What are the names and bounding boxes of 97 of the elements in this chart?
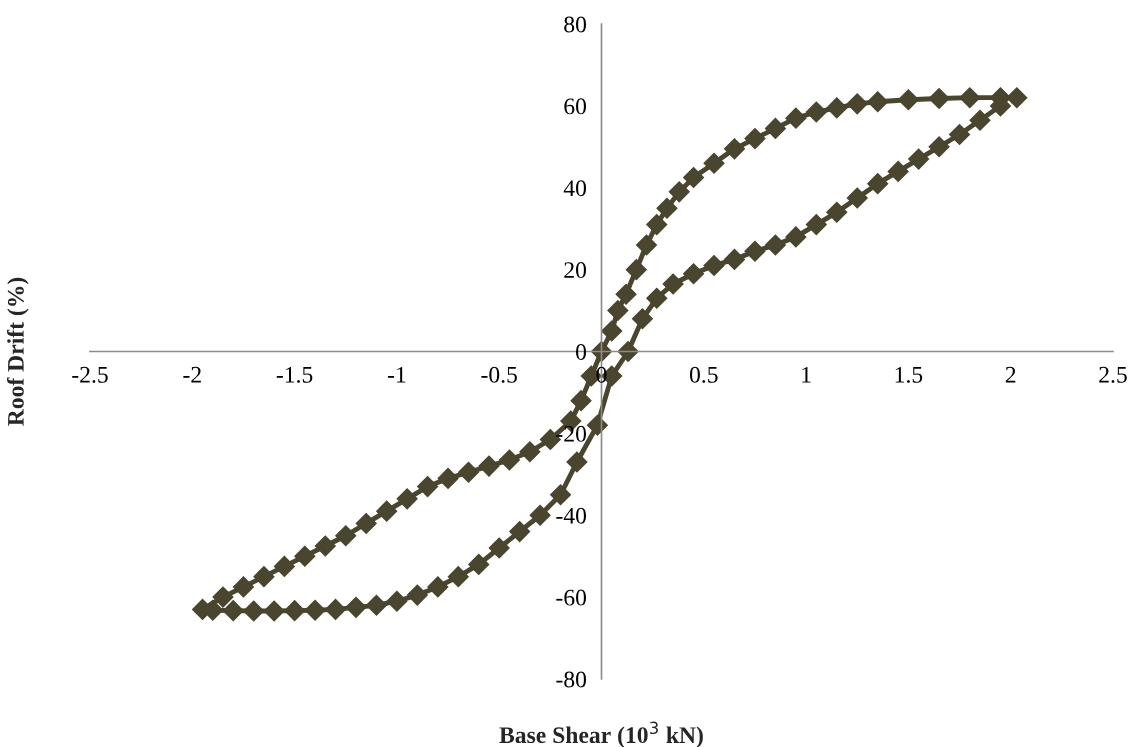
point bbox=[805, 214, 827, 236]
point bbox=[417, 476, 439, 498]
point bbox=[785, 107, 807, 129]
point bbox=[646, 214, 668, 236]
y-tick-label: 60 bbox=[564, 98, 587, 115]
point bbox=[601, 320, 623, 342]
point bbox=[447, 566, 469, 588]
point bbox=[785, 226, 807, 248]
y-tick-label: -40 bbox=[556, 507, 587, 524]
point bbox=[427, 576, 449, 598]
y-tick-label: -80 bbox=[556, 671, 587, 688]
point bbox=[304, 599, 326, 621]
point bbox=[646, 287, 668, 309]
point bbox=[683, 263, 705, 285]
point bbox=[607, 300, 629, 322]
point bbox=[683, 166, 705, 189]
point bbox=[703, 152, 725, 174]
point bbox=[764, 234, 786, 256]
point bbox=[867, 91, 889, 113]
point bbox=[566, 451, 588, 473]
point bbox=[908, 148, 930, 170]
x-tick-label: -1 bbox=[387, 366, 406, 383]
y-tick-label: 80 bbox=[564, 16, 587, 33]
point bbox=[897, 89, 919, 111]
point bbox=[744, 128, 766, 150]
point bbox=[703, 255, 725, 277]
x-tick-label: -0.5 bbox=[481, 366, 517, 383]
point bbox=[635, 234, 658, 256]
point bbox=[846, 187, 868, 209]
point bbox=[294, 545, 316, 567]
point bbox=[723, 248, 746, 270]
point bbox=[263, 600, 285, 622]
point bbox=[509, 521, 531, 543]
point bbox=[959, 87, 981, 109]
point bbox=[615, 283, 637, 305]
point bbox=[519, 441, 541, 463]
point bbox=[723, 138, 746, 160]
point bbox=[867, 173, 889, 195]
point bbox=[656, 197, 678, 219]
y-tick-label: 20 bbox=[564, 262, 587, 279]
y-tick-label: 0 bbox=[576, 343, 587, 360]
point bbox=[396, 488, 418, 510]
point bbox=[376, 500, 398, 522]
point bbox=[406, 584, 428, 606]
x-tick-label: -2 bbox=[183, 366, 201, 383]
point bbox=[887, 160, 909, 182]
point bbox=[365, 594, 387, 616]
x-axis-title: Base Shear (10$^{3}$ kN) bbox=[499, 721, 703, 747]
point bbox=[928, 136, 950, 158]
x-tick-label: -1.5 bbox=[276, 366, 313, 383]
x-tick-label: 0.5 bbox=[689, 366, 718, 383]
point bbox=[949, 124, 971, 146]
point bbox=[826, 97, 848, 119]
point bbox=[325, 598, 347, 620]
point bbox=[243, 600, 265, 622]
point bbox=[617, 340, 639, 363]
point bbox=[550, 484, 572, 506]
point bbox=[529, 504, 551, 526]
point bbox=[437, 467, 459, 489]
point bbox=[586, 414, 608, 436]
x-tick-label: 2.5 bbox=[1099, 366, 1127, 383]
x-tick-label: 2 bbox=[1005, 366, 1016, 383]
point bbox=[846, 93, 868, 115]
point bbox=[969, 109, 991, 131]
point bbox=[345, 596, 367, 618]
point bbox=[335, 525, 357, 547]
x-tick-label: 1.5 bbox=[895, 366, 923, 383]
point bbox=[805, 101, 827, 123]
point bbox=[488, 537, 510, 559]
point bbox=[744, 240, 766, 262]
point bbox=[355, 512, 377, 534]
y-axis-title: Roof Drift (%) bbox=[6, 277, 29, 426]
point bbox=[222, 600, 244, 622]
y-tick-label: -60 bbox=[556, 589, 587, 606]
point bbox=[668, 181, 690, 203]
point bbox=[212, 586, 234, 608]
point bbox=[468, 553, 490, 575]
point bbox=[625, 259, 647, 281]
point bbox=[631, 308, 653, 330]
point bbox=[386, 590, 408, 612]
point bbox=[928, 87, 950, 110]
point bbox=[273, 555, 295, 577]
point bbox=[498, 449, 520, 471]
point bbox=[662, 273, 684, 295]
point bbox=[826, 201, 848, 223]
point bbox=[253, 566, 275, 588]
point bbox=[457, 461, 480, 483]
y-tick-label: 40 bbox=[563, 180, 587, 197]
x-tick-label: 1 bbox=[802, 366, 811, 383]
x-tick-label: -2.5 bbox=[72, 366, 108, 383]
point bbox=[570, 390, 592, 412]
point bbox=[314, 535, 336, 557]
point bbox=[284, 600, 306, 622]
point bbox=[232, 576, 254, 598]
point bbox=[764, 117, 786, 139]
point bbox=[1006, 87, 1028, 109]
point bbox=[478, 455, 500, 477]
